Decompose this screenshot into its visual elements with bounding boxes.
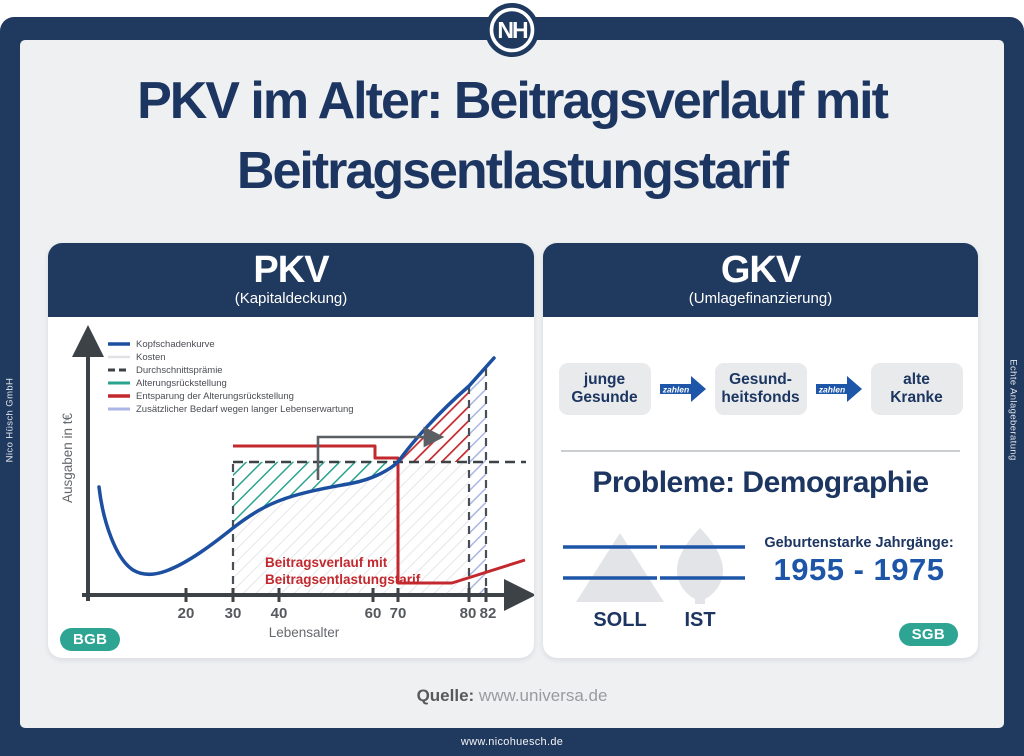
longevity-hatch-region — [469, 368, 486, 595]
legend-label: Kopfschadenkurve — [136, 339, 215, 350]
gkv-subtitle: (Umlagefinanzierung) — [688, 290, 833, 307]
chart-annotation: Beitragsverlauf mit Beitragsentlastungst… — [265, 555, 421, 587]
right-edge-label: Echte Anlageberatung — [1007, 359, 1019, 461]
page-title-line1: PKV im Alter: Beitragsverlauf mit — [137, 72, 889, 130]
sgb-badge: SGB — [898, 623, 958, 646]
svg-text:20: 20 — [178, 605, 195, 622]
svg-text:Beitragsentlastungstarif: Beitragsentlastungstarif — [265, 572, 421, 587]
problems-title: Probleme: Demographie — [592, 466, 929, 499]
flow-box-old-sick: alte Kranke — [870, 363, 963, 415]
gkv-title: GKV — [720, 249, 801, 291]
pkv-card-header: PKV (Kapitaldeckung) — [48, 243, 534, 317]
y-axis-label: Ausgaben in t€ — [60, 412, 75, 503]
gkv-divider — [561, 450, 960, 452]
legend-label: Kosten — [136, 352, 166, 363]
costs-hatch-region — [233, 462, 469, 595]
x-axis-label: Lebensalter — [269, 625, 340, 640]
gkv-flow-diagram: junge Gesunde zahlen Gesund- heitsfonds … — [543, 363, 978, 415]
source-line: Quelle: www.universa.de — [0, 686, 1024, 706]
page-title: PKV im Alter: Beitragsverlauf mit Beitra… — [0, 66, 1024, 206]
source-label: Quelle: — [416, 686, 475, 705]
pkv-subtitle: (Kapitaldeckung) — [234, 290, 348, 307]
svg-text:30: 30 — [225, 605, 242, 622]
chart-legend: Kopfschadenkurve Kosten Durchschnittsprä… — [108, 339, 354, 415]
page-title-line2: Beitragsentlastungstarif — [236, 142, 789, 200]
svg-text:Beitragsverlauf mit: Beitragsverlauf mit — [265, 555, 388, 570]
source-url: www.universa.de — [478, 686, 608, 705]
population-pyramid-soll-icon — [576, 533, 664, 602]
pay-arrow-icon: zahlen — [815, 376, 862, 402]
soll-label: SOLL — [593, 609, 646, 631]
x-tick-labels: 20 30 40 60 70 80 82 — [178, 605, 497, 622]
ist-label: IST — [684, 609, 715, 631]
x-axis-ticks — [184, 588, 488, 602]
legend-label: Zusätzlicher Bedarf wegen langer Lebense… — [136, 404, 354, 415]
svg-text:80: 80 — [460, 605, 477, 622]
population-shape-ist-icon — [677, 528, 723, 604]
head-damage-curve — [97, 356, 496, 576]
legend-label: Entsparung der Alterungsrückstellung — [136, 391, 294, 402]
pay-arrow-label: zahlen — [817, 385, 844, 395]
demography-shapes: SOLL IST — [563, 528, 745, 631]
legend-label: Alterungsrückstellung — [136, 378, 227, 389]
pay-arrow-label: zahlen — [661, 385, 688, 395]
relief-tariff-contribution-curve — [233, 444, 526, 585]
logo-monogram: NH — [497, 17, 528, 43]
baby-boomer-note: Geburtenstarke Jahrgänge: 1955 - 1975 — [748, 535, 970, 588]
pkv-chart: 20 30 40 60 70 80 82 Lebensalter Ausgabe… — [60, 325, 534, 640]
baby-boomer-years: 1955 - 1975 — [773, 552, 945, 587]
reserve-drawdown-hatch-region — [398, 386, 469, 462]
svg-text:60: 60 — [365, 605, 382, 622]
footer-url: www.nicohuesch.de — [460, 736, 564, 748]
nh-logo-icon: NH — [485, 3, 539, 57]
gkv-card-header: GKV (Umlagefinanzierung) — [543, 243, 978, 317]
svg-text:40: 40 — [271, 605, 288, 622]
left-edge-label: Nico Hüsch GmbH — [4, 377, 16, 463]
pkv-title: PKV — [253, 249, 329, 291]
pkv-card: PKV (Kapitaldeckung) — [48, 243, 534, 658]
flow-box-health-fund: Gesund- heitsfonds — [714, 363, 807, 415]
legend-label: Durchschnittsprämie — [136, 365, 223, 376]
generation-band-lines — [563, 545, 745, 580]
reserve-transfer-arrow — [316, 426, 445, 480]
svg-text:82: 82 — [480, 605, 497, 622]
aging-reserve-hatch-region — [233, 461, 396, 528]
flow-box-young-healthy: junge Gesunde — [558, 363, 651, 415]
gkv-card: GKV (Umlagefinanzierung) junge Gesunde z… — [543, 243, 978, 658]
pay-arrow-icon: zahlen — [659, 376, 706, 402]
nh-logo: NH — [484, 2, 540, 58]
baby-boomer-caption: Geburtenstarke Jahrgänge: — [764, 535, 954, 551]
svg-text:70: 70 — [390, 605, 407, 622]
bgb-badge: BGB — [60, 628, 121, 651]
